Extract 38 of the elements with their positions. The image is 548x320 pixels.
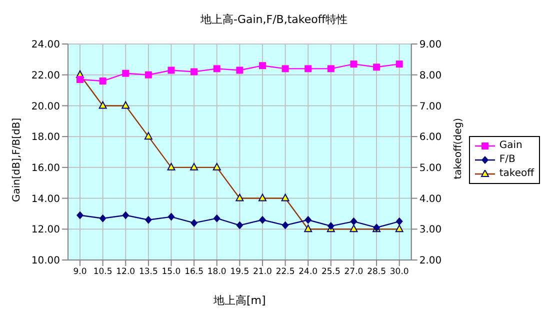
y-tick-label: 24.00 — [31, 40, 60, 51]
y2-tick-label: 9.00 — [419, 40, 442, 51]
y-axis-title: Gain[dB],F/B[dB] — [12, 118, 23, 202]
x-tick-label: 12.0 — [116, 267, 136, 278]
legend-label: F/B — [499, 153, 516, 167]
legend-label: Gain — [499, 139, 522, 153]
y2-tick-label: 8.00 — [419, 70, 442, 82]
y-tick-label: 10.00 — [31, 256, 60, 267]
x-tick-label: 19.5 — [230, 267, 250, 278]
y-tick-label: 14.00 — [31, 194, 60, 205]
y2-tick-label: 4.00 — [419, 194, 442, 205]
x-tick-label: 21.0 — [253, 267, 272, 278]
y2-tick-label: 3.00 — [419, 224, 442, 236]
y2-tick-label: 2.00 — [419, 256, 442, 267]
y-tick-label: 20.00 — [31, 101, 60, 112]
legend-label: takeoff — [499, 167, 534, 181]
y2-tick-label: 5.00 — [419, 162, 442, 174]
x-tick-label: 10.5 — [93, 267, 112, 278]
x-tick-label: 28.5 — [367, 267, 386, 278]
x-axis-title: 地上高[m] — [212, 294, 266, 307]
y2-tick-label: 6.00 — [419, 132, 442, 144]
x-tick-label: 18.0 — [207, 267, 226, 278]
y-tick-label: 12.00 — [31, 224, 60, 236]
x-tick-label: 22.5 — [276, 267, 295, 278]
y-tick-label: 18.00 — [31, 132, 60, 144]
chart-title: 地上高-Gain,F/B,takeoff特性 — [200, 12, 348, 27]
y2-tick-label: 7.00 — [419, 101, 442, 112]
x-tick-label: 27.0 — [344, 267, 364, 278]
x-tick-label: 25.5 — [321, 267, 340, 278]
x-tick-label: 16.5 — [184, 267, 204, 278]
y2-axis-title: takeoff(deg) — [452, 118, 464, 180]
x-tick-label: 24.0 — [298, 267, 318, 278]
x-tick-label: 30.0 — [390, 267, 409, 278]
x-tick-label: 13.5 — [138, 267, 158, 278]
y-tick-label: 22.00 — [31, 70, 60, 82]
y-tick-label: 16.00 — [31, 162, 60, 174]
x-tick-label: 15.0 — [162, 267, 181, 278]
x-tick-label: 9.0 — [73, 267, 87, 278]
